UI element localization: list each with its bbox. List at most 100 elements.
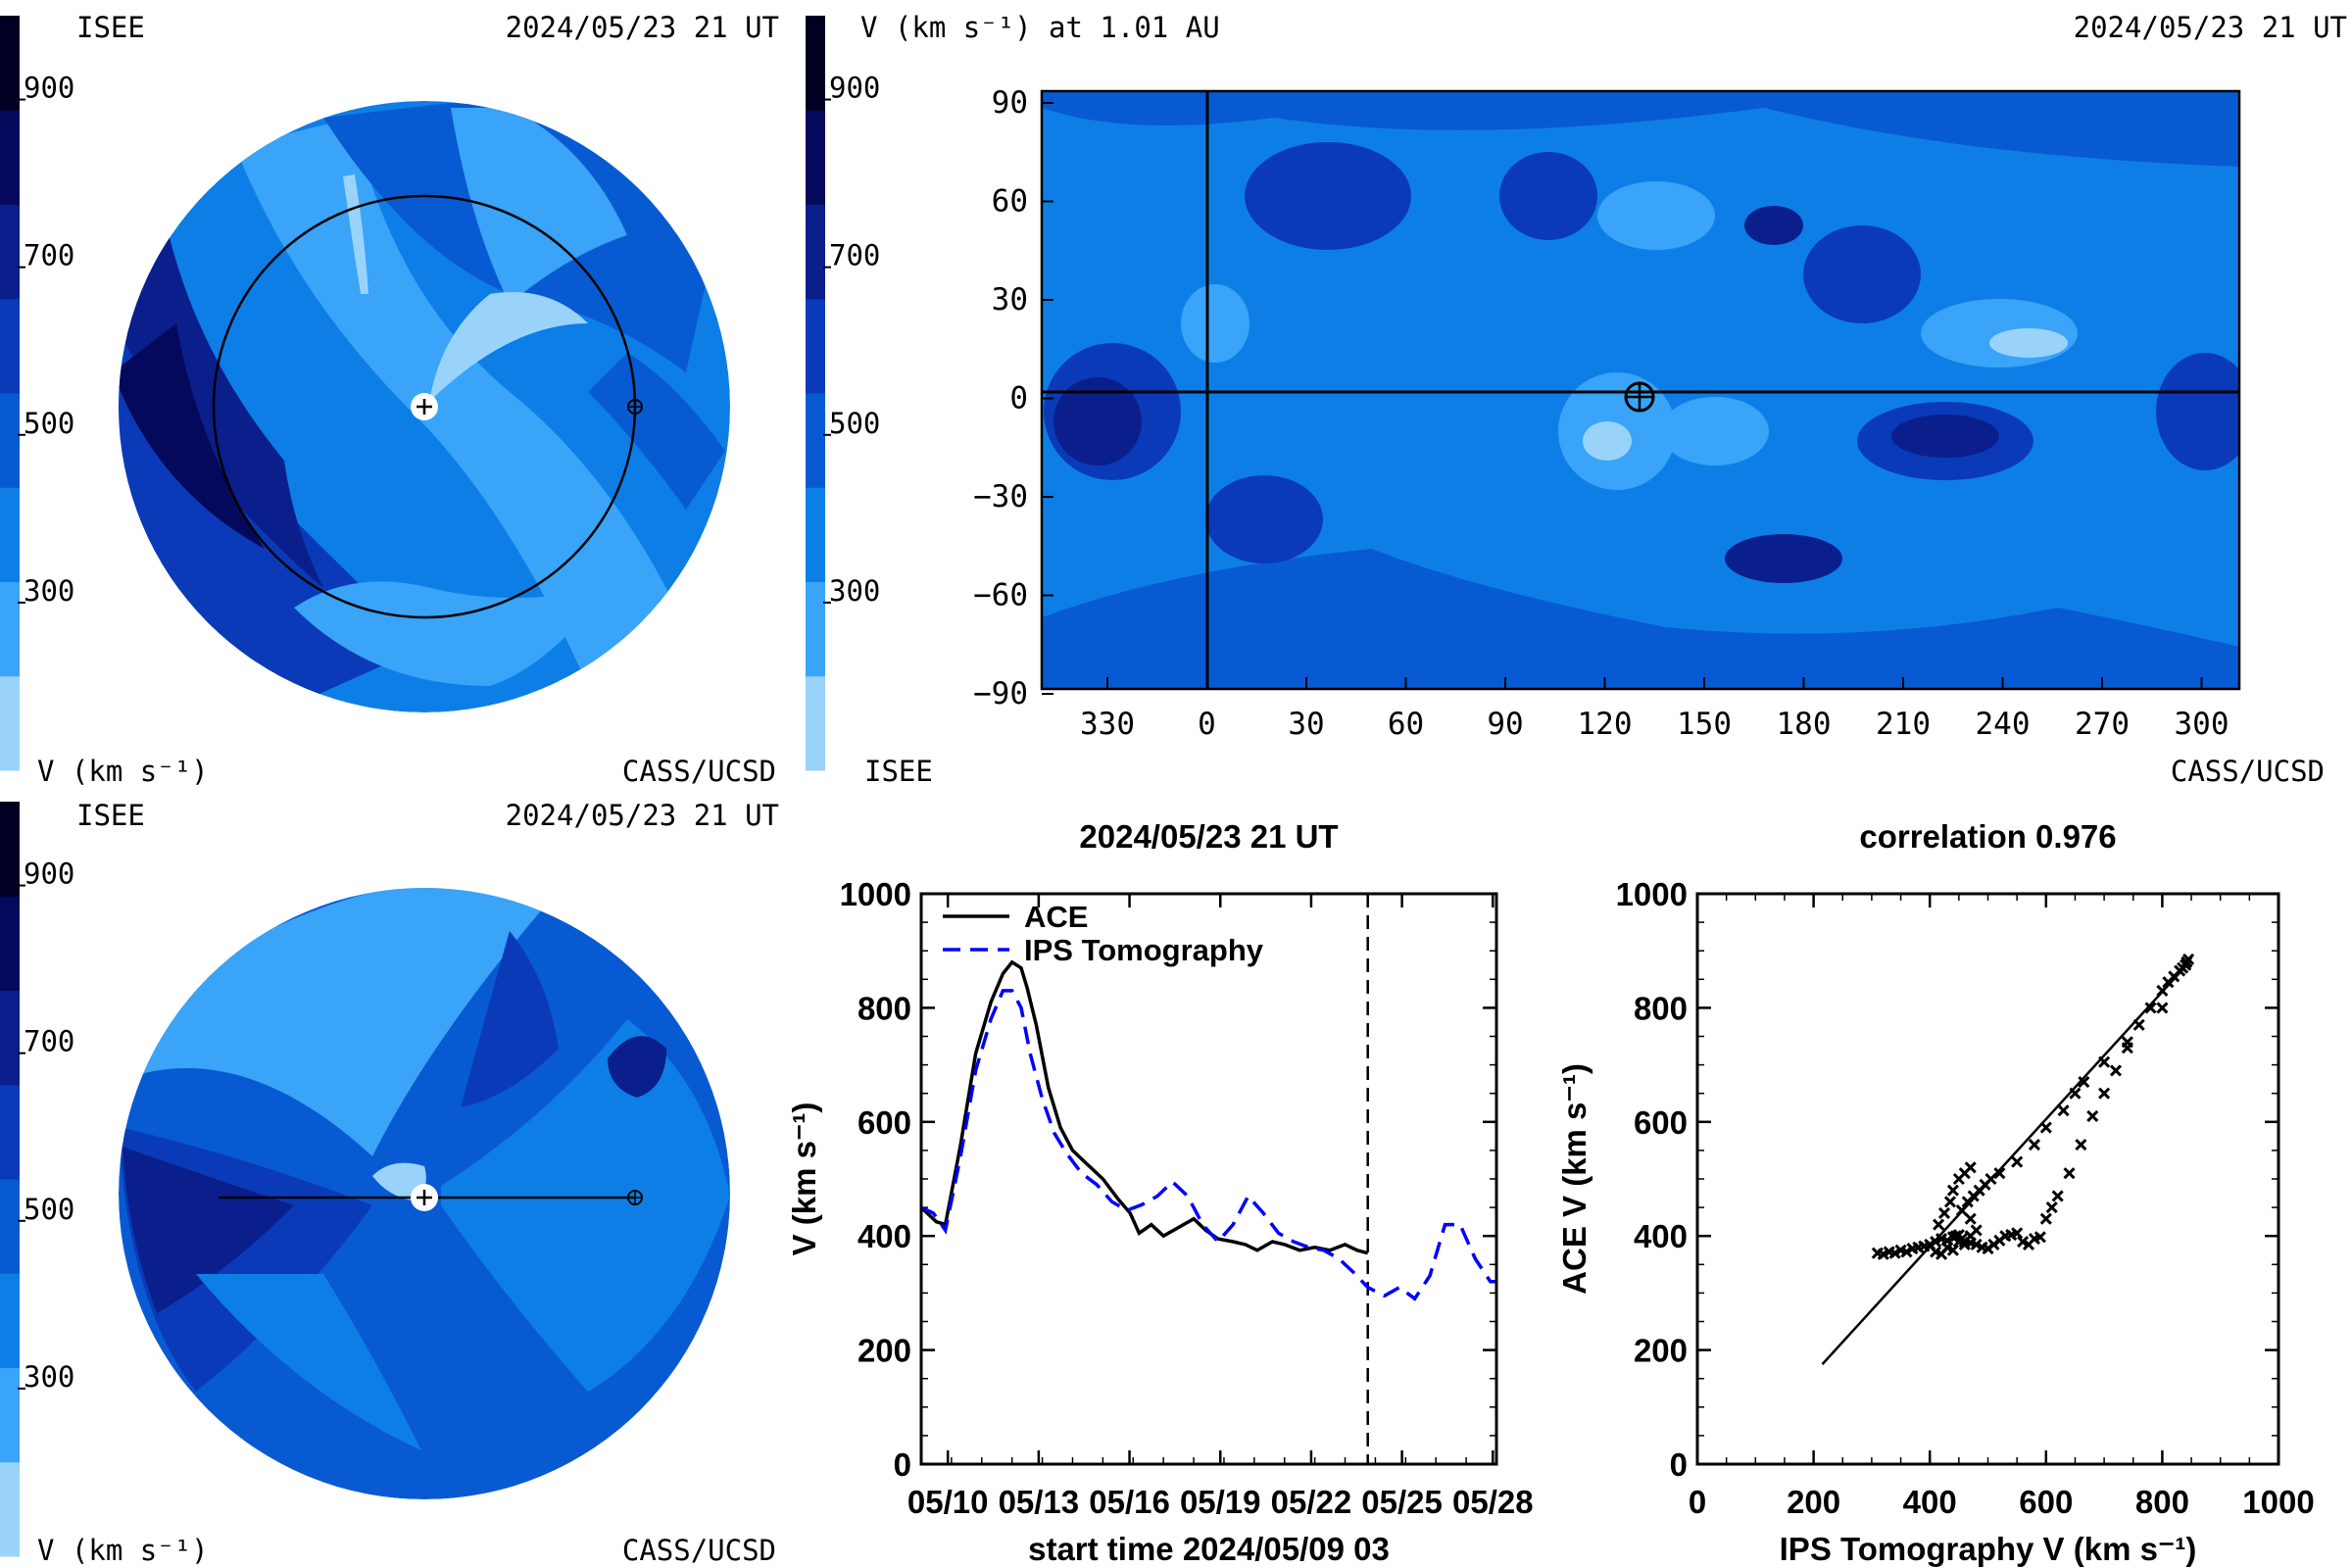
- map-frame: [1040, 89, 2241, 691]
- scatter-point: [2109, 1064, 2123, 1077]
- scatter-xlabel: IPS Tomography V (km s⁻¹): [1780, 1531, 2197, 1567]
- map-light-blob-5: [1181, 284, 1250, 363]
- colorbar-swatch: [806, 393, 825, 488]
- scatter-x-tick-label: 600: [2019, 1484, 2073, 1520]
- colorbar-tick-label: 700: [829, 239, 880, 272]
- longitude-tick-label: 90: [1487, 707, 1523, 742]
- colorbar-tick-label: 500: [24, 407, 74, 440]
- scatter-point: [2156, 984, 2169, 998]
- x-tick-label: 05/10: [907, 1484, 989, 1520]
- top-left-label-isee: ISEE: [76, 11, 145, 44]
- light-core-wedge: [429, 292, 588, 402]
- scatter-y-tick-label: 200: [1634, 1333, 1688, 1369]
- series-ips-tomography: [920, 989, 1496, 1301]
- scatter-y-tick-label: 1000: [1616, 876, 1688, 912]
- scatter-point: [2017, 1235, 2030, 1249]
- top-left-label-cass: CASS/UCSD: [622, 755, 776, 788]
- scatter-x-tick-label: 400: [1903, 1484, 1957, 1520]
- southern-medium-lobe: [294, 581, 608, 686]
- scatter-point: [1970, 1224, 1983, 1237]
- correlation-scatter-chart: correlation 0.976 0 200 400 600 800 1000 0 200 40…: [1556, 818, 2315, 1567]
- colorbar-tick-label: 700: [24, 1025, 74, 1058]
- colorbar-swatch: [806, 204, 825, 300]
- longitude-tick-label: 300: [2175, 707, 2230, 742]
- map-north-band: [1042, 91, 2239, 167]
- scatter-point: [1946, 1184, 1959, 1197]
- scatter-point: [1946, 1244, 1959, 1256]
- colorbar-tick-label: 300: [24, 1360, 74, 1394]
- latitude-tick-label: 90: [992, 85, 1028, 121]
- scatter-point: [1937, 1206, 1951, 1219]
- legend-label: ACE: [1024, 900, 1088, 934]
- light-north-wedge: [451, 108, 627, 304]
- scatter-x-tick-label: 800: [2135, 1484, 2189, 1520]
- light-streak: [343, 174, 368, 294]
- map-lightest-blob-2: [1583, 421, 1632, 461]
- colorbar-swatch: [806, 487, 825, 582]
- colorbar-tick-label: 900: [24, 72, 74, 105]
- colorbar-ticks-bottom-left: 900 700 500 300: [18, 858, 74, 1394]
- x-tick-label: 05/22: [1271, 1484, 1352, 1520]
- scatter-point: [1900, 1246, 1913, 1258]
- colorbar-tick-label: 500: [24, 1193, 74, 1226]
- series-ace: [919, 959, 1369, 1255]
- scatter-point: [1993, 1167, 2006, 1180]
- scatter-point: [2132, 1018, 2145, 1031]
- bottom-left-label-cass: CASS/UCSD: [622, 1534, 776, 1567]
- longitude-tick-label: 0: [1198, 707, 1216, 742]
- colorbar-swatch: [0, 16, 20, 111]
- scatter-point: [1958, 1238, 1971, 1250]
- colorbar-swatch: [0, 1084, 20, 1180]
- colorbar-ticks-top-left: 900 700 500 300: [18, 72, 74, 608]
- scatter-point: [2078, 1075, 2090, 1089]
- latitude-tick-label: 60: [992, 184, 1028, 220]
- map-dark-blob-2: [1499, 152, 1597, 240]
- scatter-point: [2075, 1139, 2087, 1152]
- scatter-point: [1943, 1196, 1957, 1208]
- merid-sun-cross-icon: [416, 1190, 432, 1205]
- longitude-tick-label: 60: [1388, 707, 1424, 742]
- bottom-left-label-unit: V (km s⁻¹): [37, 1534, 209, 1567]
- merid-light-south: [196, 1274, 421, 1450]
- colorbar-ticks-top-right: 900 700 500 300: [823, 72, 880, 608]
- map-darkest-blob-2: [1054, 377, 1142, 466]
- equatorial-speed-panel: 900 700 500 300 ISEE 2024/05/23 21 UT V (km…: [0, 11, 779, 788]
- scatter-point: [1964, 1212, 1977, 1225]
- x-tick-label: 05/19: [1180, 1484, 1261, 1520]
- colorbar-swatch: [806, 110, 825, 205]
- scatter-point: [2039, 1212, 2052, 1225]
- scatter-point: [2028, 1139, 2041, 1152]
- scatter-point: [2144, 1002, 2157, 1014]
- longitude-tick-label: 330: [1080, 707, 1135, 742]
- meridional-speed-panel: 900 700 500 300 ISEE 2024/05/23 21 UT V (km…: [0, 799, 779, 1567]
- colorbar-swatch: [0, 393, 20, 488]
- map-date-label: 2024/05/23 21 UT: [2074, 11, 2347, 44]
- map-dark-south-blob: [1205, 475, 1323, 564]
- merid-darkest-west: [122, 1147, 294, 1313]
- latitude-tick-label: 0: [1009, 381, 1028, 416]
- scatter-point: [1970, 1238, 1983, 1250]
- x-tick-label: 05/28: [1452, 1484, 1534, 1520]
- colorbar-swatch: [0, 1367, 20, 1463]
- bottom-left-label-isee: ISEE: [76, 799, 145, 832]
- colorbar-swatch: [0, 1179, 20, 1274]
- scatter-point: [1984, 1172, 1997, 1186]
- x-tick-label: 05/25: [1361, 1484, 1443, 1520]
- map-darkest-blob-3: [1744, 206, 1803, 245]
- scatter-point: [2034, 1231, 2046, 1244]
- latitude-longitude-map: [1042, 91, 2239, 689]
- map-lightest-blob: [1989, 328, 2068, 358]
- map-light-blob-1: [1597, 181, 1715, 250]
- x-tick-label: 05/16: [1089, 1484, 1170, 1520]
- map-earth-marker-icon: [1624, 381, 1655, 413]
- scatter-point: [2051, 1190, 2064, 1202]
- longitude-tick-label: 150: [1677, 707, 1732, 742]
- y-tick-label: 400: [858, 1218, 911, 1254]
- scatter-y-tick-label: 600: [1634, 1104, 1688, 1141]
- colorbar-bottom-left: [0, 802, 20, 1557]
- colorbar-swatch: [0, 1273, 20, 1368]
- scatter-x-tick-label: 200: [1787, 1484, 1840, 1520]
- scatter-point: [2039, 1121, 2052, 1134]
